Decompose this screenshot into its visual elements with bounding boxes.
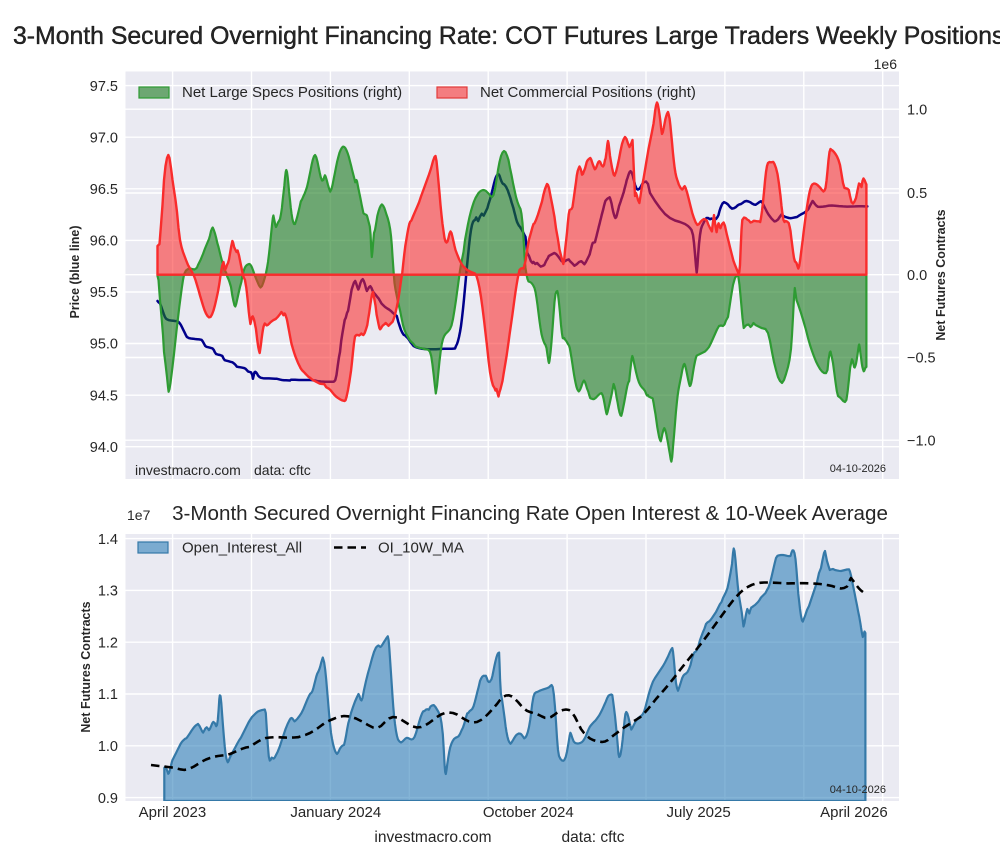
svg-text:Net Futures Contracts: Net Futures Contracts	[79, 601, 93, 732]
svg-text:−1.0: −1.0	[907, 433, 936, 449]
svg-text:0.0: 0.0	[907, 268, 927, 284]
svg-text:95.0: 95.0	[90, 337, 118, 353]
svg-text:Price (blue line): Price (blue line)	[68, 225, 82, 318]
svg-text:3-Month Secured Overnight Fina: 3-Month Secured Overnight Financing Rate…	[172, 502, 888, 525]
svg-text:94.0: 94.0	[90, 440, 118, 456]
svg-text:3-Month Secured Overnight Fina: 3-Month Secured Overnight Financing Rate…	[13, 23, 1000, 50]
svg-text:October 2024: October 2024	[483, 804, 574, 821]
svg-text:OI_10W_MA: OI_10W_MA	[378, 540, 464, 557]
svg-text:data: cftc: data: cftc	[254, 462, 311, 478]
svg-text:Net Commercial Positions (righ: Net Commercial Positions (right)	[480, 84, 696, 101]
svg-text:04-10-2026: 04-10-2026	[830, 463, 886, 475]
svg-text:97.0: 97.0	[90, 130, 118, 146]
svg-text:0.5: 0.5	[907, 186, 927, 202]
svg-text:97.5: 97.5	[90, 79, 118, 95]
svg-text:1e7: 1e7	[127, 507, 151, 523]
svg-text:investmacro.com: investmacro.com	[374, 829, 491, 846]
svg-text:1.2: 1.2	[98, 635, 118, 651]
svg-text:April 2026: April 2026	[820, 804, 888, 821]
svg-text:data: cftc: data: cftc	[562, 829, 625, 846]
svg-text:1e6: 1e6	[874, 56, 898, 72]
svg-text:Open_Interest_All: Open_Interest_All	[182, 540, 302, 557]
svg-text:July 2025: July 2025	[666, 804, 730, 821]
svg-text:January 2024: January 2024	[290, 804, 381, 821]
svg-text:96.0: 96.0	[90, 234, 118, 250]
svg-text:1.0: 1.0	[907, 102, 927, 118]
svg-text:investmacro.com: investmacro.com	[135, 462, 241, 478]
svg-text:April 2023: April 2023	[139, 804, 207, 821]
svg-text:04-10-2026: 04-10-2026	[830, 784, 886, 796]
svg-text:0.9: 0.9	[98, 791, 118, 807]
svg-text:1.0: 1.0	[98, 739, 118, 755]
svg-text:−0.5: −0.5	[907, 351, 936, 367]
svg-text:1.3: 1.3	[98, 584, 118, 600]
svg-text:1.4: 1.4	[98, 532, 118, 548]
svg-text:96.5: 96.5	[90, 182, 118, 198]
svg-text:94.5: 94.5	[90, 388, 118, 404]
svg-text:Net Futures Contracts: Net Futures Contracts	[934, 209, 948, 340]
svg-text:Net Large Specs Positions (rig: Net Large Specs Positions (right)	[182, 84, 402, 101]
svg-text:1.1: 1.1	[98, 687, 118, 703]
svg-text:95.5: 95.5	[90, 285, 118, 301]
